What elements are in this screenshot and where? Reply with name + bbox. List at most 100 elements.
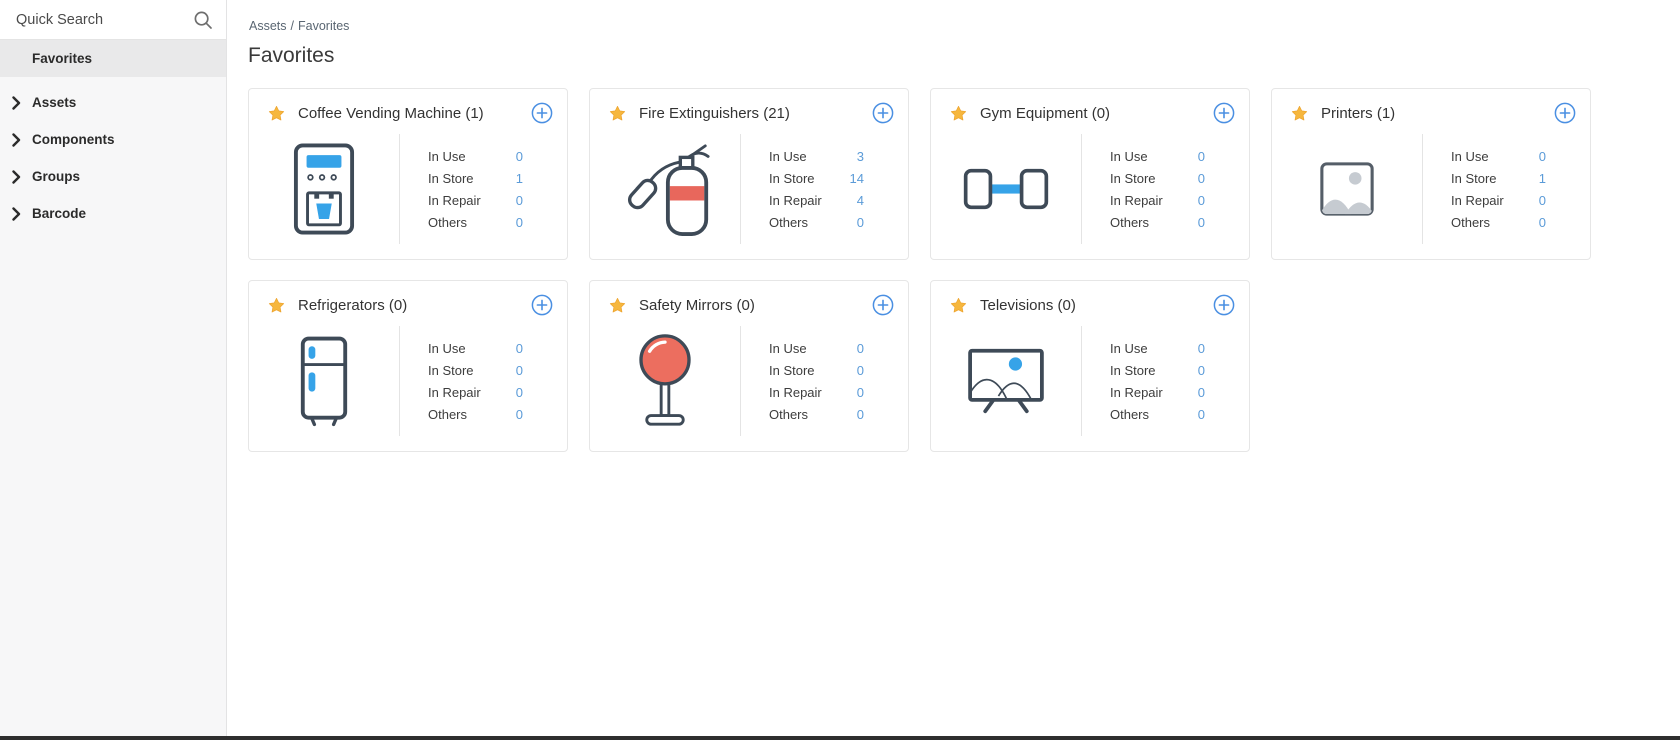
- star-icon[interactable]: [1291, 105, 1308, 122]
- stat-row: In Use 0: [1110, 342, 1205, 355]
- add-icon[interactable]: [531, 294, 553, 316]
- refrigerator-icon: [249, 326, 399, 436]
- sidebar-item-groups[interactable]: Groups: [0, 158, 226, 195]
- stat-label: In Repair: [428, 384, 481, 400]
- stat-label: In Store: [428, 362, 474, 378]
- stat-label: Others: [1110, 406, 1150, 422]
- stat-label: In Store: [769, 362, 815, 378]
- card-body: In Use 0 In Store 0 In Repair 0 Others 0: [249, 326, 567, 436]
- add-icon[interactable]: [531, 102, 553, 124]
- stat-label: In Repair: [769, 192, 822, 208]
- stat-value: 0: [515, 148, 523, 164]
- card-header: Coffee Vending Machine (1): [249, 89, 567, 124]
- stat-value: 0: [1538, 214, 1546, 230]
- stat-value: 0: [1197, 170, 1205, 186]
- sidebar-item-components[interactable]: Components: [0, 121, 226, 158]
- search-icon[interactable]: [193, 10, 213, 30]
- stat-value: 0: [1197, 362, 1205, 378]
- card-body: In Use 0 In Store 0 In Repair 0 Others 0: [590, 326, 908, 436]
- stat-value: 3: [856, 148, 864, 164]
- stat-row: In Repair 0: [428, 386, 523, 399]
- chevron-right-icon[interactable]: [12, 169, 21, 184]
- card-stats: In Use 3 In Store 14 In Repair 4 Others 0: [740, 134, 908, 244]
- favorite-group-card: Coffee Vending Machine (1) In Use 0 In Sto…: [248, 88, 568, 260]
- stat-value: 0: [515, 384, 523, 400]
- add-icon[interactable]: [1213, 294, 1235, 316]
- stat-row: In Repair 0: [1110, 386, 1205, 399]
- add-icon[interactable]: [1213, 102, 1235, 124]
- stat-label: Others: [428, 214, 468, 230]
- stat-label: In Use: [1110, 148, 1148, 164]
- stat-value: 0: [856, 384, 864, 400]
- chevron-right-icon[interactable]: [12, 206, 21, 221]
- stat-value: 0: [1538, 192, 1546, 208]
- card-body: In Use 0 In Store 1 In Repair 0 Others 0: [249, 134, 567, 244]
- sidebar-item-label: Assets: [32, 95, 77, 110]
- card-header: Safety Mirrors (0): [590, 281, 908, 316]
- favorite-group-card: Gym Equipment (0) In Use 0 In Store 0 In Rep…: [930, 88, 1250, 260]
- stat-row: In Store 1: [428, 172, 523, 185]
- stat-row: In Repair 0: [769, 386, 864, 399]
- stat-label: In Store: [1110, 362, 1156, 378]
- stat-value: 0: [856, 406, 864, 422]
- stat-row: In Store 0: [428, 364, 523, 377]
- favorites-card-grid: Coffee Vending Machine (1) In Use 0 In Sto…: [248, 88, 1593, 452]
- card-stats: In Use 0 In Store 0 In Repair 0 Others 0: [399, 326, 567, 436]
- add-icon[interactable]: [872, 294, 894, 316]
- add-icon[interactable]: [1554, 102, 1576, 124]
- stat-label: In Repair: [769, 384, 822, 400]
- sidebar-nav: Favorites Assets Components Groups Barco…: [0, 40, 226, 232]
- stat-row: In Store 14: [769, 172, 864, 185]
- stat-value: 0: [1197, 384, 1205, 400]
- card-title: Refrigerators (0): [298, 296, 408, 314]
- stat-row: In Use 3: [769, 150, 864, 163]
- stat-row: In Store 0: [1110, 364, 1205, 377]
- stat-row: In Use 0: [1451, 150, 1546, 163]
- card-body: In Use 0 In Store 0 In Repair 0 Others 0: [931, 326, 1249, 436]
- stat-label: In Repair: [1110, 384, 1163, 400]
- favorite-group-card: Televisions (0) In Use 0 In Store 0 In Repai…: [930, 280, 1250, 452]
- chevron-right-icon[interactable]: [12, 95, 21, 110]
- stat-label: In Store: [1451, 170, 1497, 186]
- breadcrumb-separator: /: [290, 19, 294, 33]
- star-icon[interactable]: [609, 105, 626, 122]
- star-icon[interactable]: [950, 297, 967, 314]
- stat-label: In Store: [1110, 170, 1156, 186]
- stat-label: In Use: [1451, 148, 1489, 164]
- stat-row: Others 0: [428, 216, 523, 229]
- stat-row: Others 0: [1110, 408, 1205, 421]
- stat-value: 0: [515, 362, 523, 378]
- fire-extinguisher-icon: [590, 134, 740, 244]
- television-icon: [931, 326, 1081, 436]
- stat-row: In Use 0: [769, 342, 864, 355]
- card-title: Televisions (0): [980, 296, 1076, 314]
- sidebar-item-label: Favorites: [32, 51, 93, 66]
- star-icon[interactable]: [268, 297, 285, 314]
- stat-value: 0: [856, 214, 864, 230]
- card-title: Coffee Vending Machine (1): [298, 104, 484, 122]
- add-icon[interactable]: [872, 102, 894, 124]
- card-stats: In Use 0 In Store 1 In Repair 0 Others 0: [1422, 134, 1590, 244]
- card-header: Gym Equipment (0): [931, 89, 1249, 124]
- card-header: Televisions (0): [931, 281, 1249, 316]
- star-icon[interactable]: [950, 105, 967, 122]
- sidebar-item-favorites[interactable]: Favorites: [0, 40, 226, 77]
- sidebar-item-barcode[interactable]: Barcode: [0, 195, 226, 232]
- stat-label: In Use: [1110, 340, 1148, 356]
- chevron-right-icon[interactable]: [12, 132, 21, 147]
- star-icon[interactable]: [268, 105, 285, 122]
- breadcrumb-link[interactable]: Favorites: [298, 19, 350, 33]
- stat-value: 4: [856, 192, 864, 208]
- card-body: In Use 3 In Store 14 In Repair 4 Others 0: [590, 134, 908, 244]
- breadcrumb-link[interactable]: Assets: [249, 19, 287, 33]
- sidebar-item-label: Components: [32, 132, 115, 147]
- stat-value: 0: [515, 340, 523, 356]
- stat-value: 0: [515, 192, 523, 208]
- sidebar-item-assets[interactable]: Assets: [0, 84, 226, 121]
- stat-label: Others: [769, 406, 809, 422]
- search-input[interactable]: [14, 10, 193, 29]
- sidebar-item-label: Groups: [32, 169, 81, 184]
- card-body: In Use 0 In Store 0 In Repair 0 Others 0: [931, 134, 1249, 244]
- star-icon[interactable]: [609, 297, 626, 314]
